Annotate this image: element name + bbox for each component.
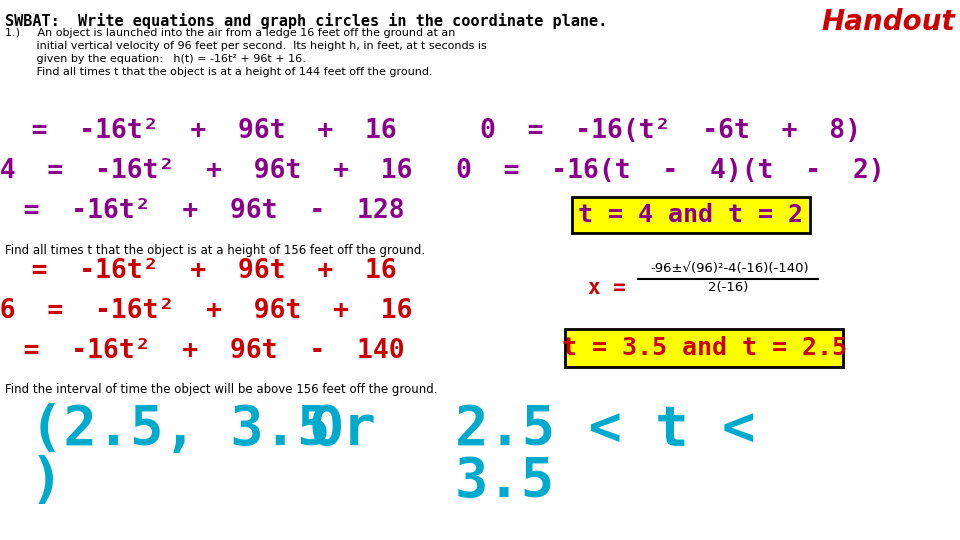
Text: 2(-16): 2(-16) [708, 281, 748, 294]
Text: Find all times t that the object is at a height of 144 feet off the ground.: Find all times t that the object is at a… [5, 67, 433, 77]
Text: -96±√(96)²-4(-16)(-140): -96±√(96)²-4(-16)(-140) [651, 262, 809, 275]
Text: 156  =  -16t²  +  96t  +  16: 156 = -16t² + 96t + 16 [0, 298, 412, 324]
Text: Find the interval of time the object will be above 156 feet off the ground.: Find the interval of time the object wil… [5, 383, 438, 396]
Text: t = 4 and t = 2: t = 4 and t = 2 [579, 203, 804, 227]
Text: t = 3.5 and t = 2.5: t = 3.5 and t = 2.5 [562, 336, 847, 360]
Text: 0  =  -16(t  -  4)(t  -  2): 0 = -16(t - 4)(t - 2) [456, 158, 884, 184]
Text: SWBAT:  Write equations and graph circles in the coordinate plane.: SWBAT: Write equations and graph circles… [5, 13, 608, 29]
Text: 0  =  -16t²  +  96t  -  128: 0 = -16t² + 96t - 128 [0, 198, 404, 224]
Text: (2.5, 3.5: (2.5, 3.5 [30, 403, 330, 456]
Text: 1.)     An object is launched into the air from a ledge 16 feet off the ground a: 1.) An object is launched into the air f… [5, 28, 455, 38]
Text: 144  =  -16t²  +  96t  +  16: 144 = -16t² + 96t + 16 [0, 158, 412, 184]
Text: h  =  -16t²  +  96t  +  16: h = -16t² + 96t + 16 [0, 258, 396, 284]
Text: Find all times t that the object is at a height of 156 feet off the ground.: Find all times t that the object is at a… [5, 244, 425, 257]
Bar [565, 329, 843, 367]
Text: h  =  -16t²  +  96t  +  16: h = -16t² + 96t + 16 [0, 118, 396, 144]
Text: Handout: Handout [821, 8, 955, 36]
Text: ): ) [30, 455, 63, 508]
Text: 0  =  -16(t²  -6t  +  8): 0 = -16(t² -6t + 8) [479, 118, 860, 144]
Text: x =: x = [588, 278, 626, 298]
Text: initial vertical velocity of 96 feet per second.  Its height h, in feet, at t se: initial vertical velocity of 96 feet per… [5, 41, 487, 51]
Text: 0  =  -16t²  +  96t  -  140: 0 = -16t² + 96t - 140 [0, 338, 404, 364]
Text: Or: Or [310, 403, 376, 456]
Text: 2.5 < t <: 2.5 < t < [455, 403, 756, 456]
Bar [572, 197, 810, 233]
Text: 3.5: 3.5 [455, 455, 555, 508]
Text: given by the equation:   h(t) = -16t² + 96t + 16.: given by the equation: h(t) = -16t² + 96… [5, 54, 305, 64]
